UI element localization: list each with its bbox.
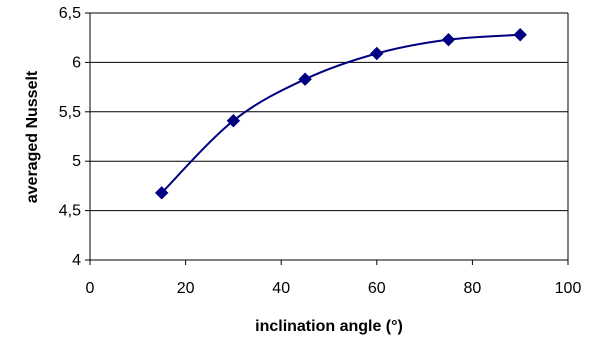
series-group (154, 28, 527, 200)
x-tick-label: 0 (86, 280, 95, 297)
axes (89, 13, 569, 261)
series-line (160, 33, 521, 194)
x-axis-ticks: 0 20 40 60 80 100 (86, 260, 582, 297)
x-tick-label: 40 (272, 280, 290, 297)
gridlines (90, 12, 568, 212)
y-tick-label: 6 (72, 54, 81, 71)
y-tick-label: 5,5 (59, 104, 81, 121)
y-axis-title: averaged Nusselt (24, 70, 41, 203)
y-tick-label: 6,5 (59, 5, 81, 22)
x-tick-label: 80 (464, 280, 482, 297)
y-tick-label: 4,5 (59, 203, 81, 220)
x-tick-label: 60 (368, 280, 386, 297)
y-axis-ticks: 4 4,5 5 5,5 6 6,5 (59, 5, 90, 269)
data-point-marker (441, 32, 456, 47)
y-tick-label: 4 (72, 252, 81, 269)
y-tick-label: 5 (72, 153, 81, 170)
data-point-marker (370, 46, 384, 61)
data-point-marker (226, 113, 241, 128)
x-axis-title: inclination angle (°) (255, 318, 403, 335)
x-tick-label: 20 (177, 280, 195, 297)
x-tick-label: 100 (555, 280, 582, 297)
data-point-marker (513, 28, 527, 42)
data-point-marker (298, 72, 312, 86)
data-point-marker (154, 186, 169, 200)
